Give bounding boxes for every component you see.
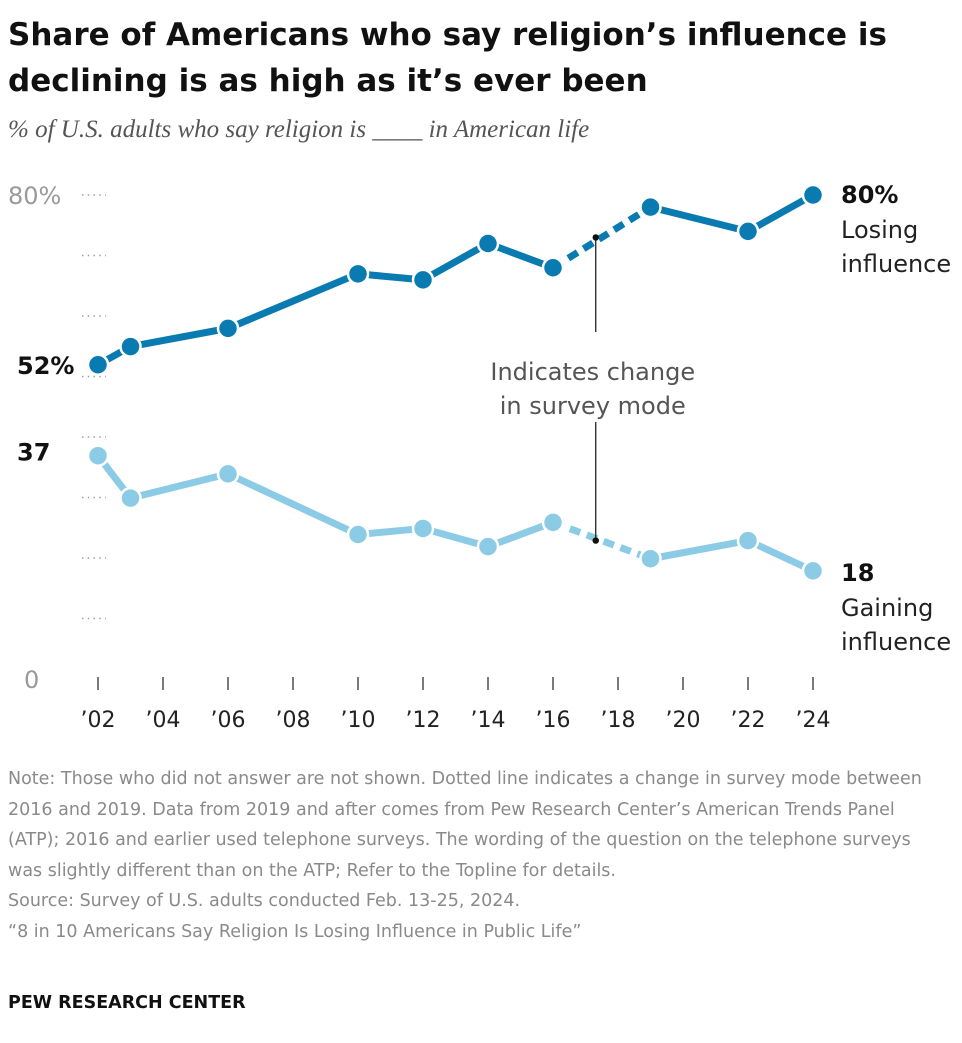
x-tick-label: ’02 xyxy=(81,708,116,733)
x-tick-label: ’24 xyxy=(796,708,831,733)
x-tick-label: ’20 xyxy=(666,708,701,733)
data-point xyxy=(346,523,370,546)
series-line xyxy=(647,191,817,235)
data-point xyxy=(119,335,142,358)
data-point xyxy=(736,529,760,552)
data-point xyxy=(801,559,825,583)
chart-subtitle: % of U.S. adults who say religion is ___… xyxy=(8,116,590,143)
series-name-label: Gaining xyxy=(841,594,933,622)
pew-logo-text: PEW RESEARCH CENTER xyxy=(8,993,246,1013)
series-name-label: influence xyxy=(841,628,951,656)
data-point xyxy=(86,353,110,376)
x-tick-label: ’18 xyxy=(601,708,636,733)
series-line xyxy=(94,240,557,369)
x-tick-label: ’08 xyxy=(276,708,311,733)
data-point xyxy=(346,262,370,286)
note-text: Note: Those who did not answer are not s… xyxy=(8,769,922,881)
start-value-label: 37 xyxy=(17,439,50,467)
data-point xyxy=(216,462,240,486)
x-tick-label: ’14 xyxy=(471,708,506,733)
data-point xyxy=(736,220,760,243)
data-point xyxy=(411,268,435,292)
source-text: Source: Survey of U.S. adults conducted … xyxy=(8,891,521,912)
end-value-label: 18 xyxy=(841,559,874,587)
series-line xyxy=(647,537,817,575)
start-value-label: 52% xyxy=(17,352,74,380)
data-point xyxy=(541,256,565,279)
data-point xyxy=(411,517,435,540)
x-tick-label: ’04 xyxy=(146,708,181,733)
data-point xyxy=(119,486,142,510)
x-tick-label: ’22 xyxy=(731,708,766,733)
series-line xyxy=(94,452,557,551)
data-point xyxy=(639,547,662,570)
data-point xyxy=(541,511,565,534)
x-tick-label: ’06 xyxy=(211,708,246,733)
data-point xyxy=(86,444,110,467)
x-tick-label: ’16 xyxy=(536,708,571,733)
x-tick-label: ’12 xyxy=(406,708,441,733)
end-value-label: 80% xyxy=(841,181,898,209)
series-line-dashed xyxy=(551,204,653,271)
data-point xyxy=(639,195,662,219)
data-point xyxy=(476,535,500,558)
series-line-dashed xyxy=(551,519,652,563)
series-name-label: influence xyxy=(841,250,951,278)
series-name-label: Losing xyxy=(841,216,918,244)
annotation-text: Indicates change xyxy=(490,358,695,386)
data-point xyxy=(801,183,825,207)
notes-block: Note: Those who did not answer are not s… xyxy=(8,764,948,948)
annotation-text: in survey mode xyxy=(500,392,686,420)
x-tick-label: ’10 xyxy=(341,708,376,733)
data-point xyxy=(216,317,240,340)
line-chart: 80% 0 ’02 ’04 ’06 ’08 ’10 ’12 ’14 ’16 ’18 ’20 ’22 ’24… xyxy=(8,181,951,733)
report-title: “8 in 10 Americans Say Religion Is Losin… xyxy=(8,921,582,942)
chart-title: Share of Americans who say religion’s in… xyxy=(8,17,887,99)
y-tick-label: 0 xyxy=(24,666,39,694)
data-point xyxy=(476,232,500,255)
y-tick-label: 80% xyxy=(8,182,61,210)
